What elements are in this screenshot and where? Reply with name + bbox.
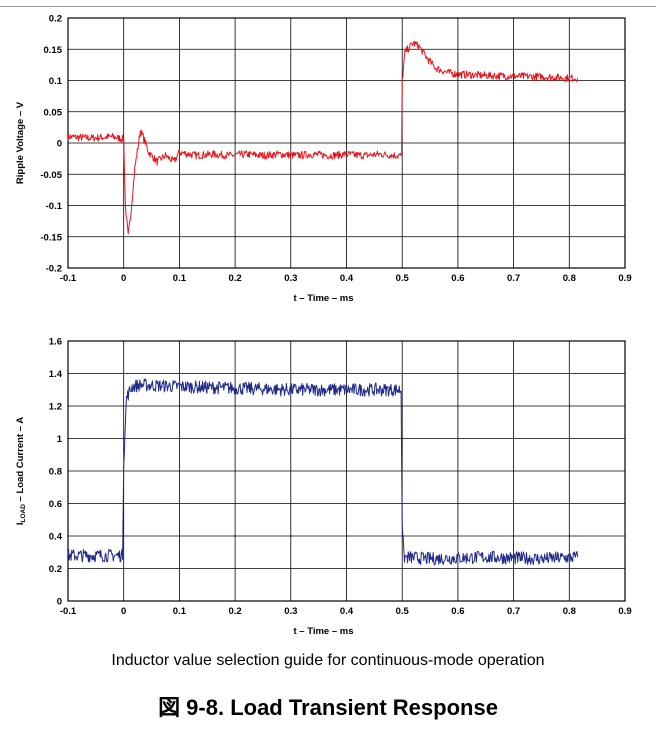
x-tick-label: 0.3 bbox=[284, 273, 297, 284]
y-tick-label: -0.05 bbox=[40, 170, 62, 181]
x-tick-label: 0.2 bbox=[228, 273, 241, 284]
plot-frame bbox=[67, 17, 626, 269]
y-tick-label: 0.4 bbox=[49, 532, 63, 543]
y-tick-label: 0.15 bbox=[44, 45, 63, 56]
y-tick-label: 1.2 bbox=[49, 402, 62, 413]
plot-frame bbox=[67, 340, 626, 602]
y-tick-label: 0.2 bbox=[49, 14, 62, 25]
y-tick-label: 0.6 bbox=[49, 499, 62, 510]
y-tick-label: -0.1 bbox=[46, 201, 63, 212]
charts-canvas: -0.1 0 0.1 0.2 0.3 0.4 0.5 0.6 0.7 0.8 0.9-0.2-0.1… bbox=[15, 14, 632, 638]
x-tick-label: 0.6 bbox=[451, 273, 464, 284]
x-tick-label: 0.6 bbox=[451, 606, 464, 617]
x-tick-label: 0.3 bbox=[284, 606, 297, 617]
y-tick-label: 1 bbox=[57, 434, 63, 445]
series-line bbox=[67, 378, 579, 566]
x-tick-label: 0.4 bbox=[340, 273, 354, 284]
x-tick-label: 0.5 bbox=[396, 606, 410, 617]
y-axis-label: Ripple Voltage – V bbox=[15, 101, 26, 184]
x-tick-label: 0.8 bbox=[563, 606, 576, 617]
x-tick-label: 0.7 bbox=[507, 273, 520, 284]
x-tick-label: 0.7 bbox=[507, 606, 520, 617]
x-tick-label: 0.9 bbox=[618, 606, 631, 617]
y-tick-label: -0.2 bbox=[46, 264, 62, 275]
chart-1: -0.1 0 0.1 0.2 0.3 0.4 0.5 0.6 0.7 0.8 0.9-0.2-0.1… bbox=[15, 14, 632, 305]
y-tick-label: 0.8 bbox=[49, 467, 62, 478]
top-rule bbox=[0, 6, 656, 7]
x-axis-label: t – Time – ms bbox=[293, 293, 353, 304]
x-tick-label: 0.1 bbox=[173, 273, 187, 284]
x-tick-label: 0.5 bbox=[396, 273, 410, 284]
x-tick-label: 0.2 bbox=[228, 606, 241, 617]
y-tick-label: 0.2 bbox=[49, 564, 62, 575]
y-tick-label: 1.4 bbox=[49, 369, 63, 380]
x-tick-label: 0 bbox=[121, 606, 126, 617]
x-tick-label: 0 bbox=[121, 273, 126, 284]
x-tick-label: 0.8 bbox=[563, 273, 576, 284]
y-tick-label: 1.6 bbox=[49, 337, 62, 348]
x-tick-label: -0.1 bbox=[60, 273, 77, 284]
x-tick-label: 0.9 bbox=[618, 273, 631, 284]
x-tick-label: -0.1 bbox=[60, 606, 77, 617]
y-tick-label: 0.1 bbox=[49, 76, 63, 87]
y-tick-label: 0.05 bbox=[44, 107, 63, 118]
x-tick-label: 0.1 bbox=[173, 606, 187, 617]
figure-caption: Inductor value selection guide for conti… bbox=[111, 652, 545, 669]
y-tick-label: 0 bbox=[57, 597, 62, 608]
x-axis-label: t – Time – ms bbox=[293, 626, 353, 637]
figure-title: 図 9-8. Load Transient Response bbox=[158, 695, 498, 720]
x-tick-label: 0.4 bbox=[340, 606, 354, 617]
y-tick-label: 0 bbox=[57, 139, 62, 150]
y-tick-label: -0.15 bbox=[40, 232, 62, 243]
series-line bbox=[67, 40, 579, 235]
y-axis-label: ILOAD – Load Current – A bbox=[15, 417, 27, 525]
chart-2: -0.1 0 0.1 0.2 0.3 0.4 0.5 0.6 0.7 0.8 0.900.20.40… bbox=[15, 337, 632, 638]
